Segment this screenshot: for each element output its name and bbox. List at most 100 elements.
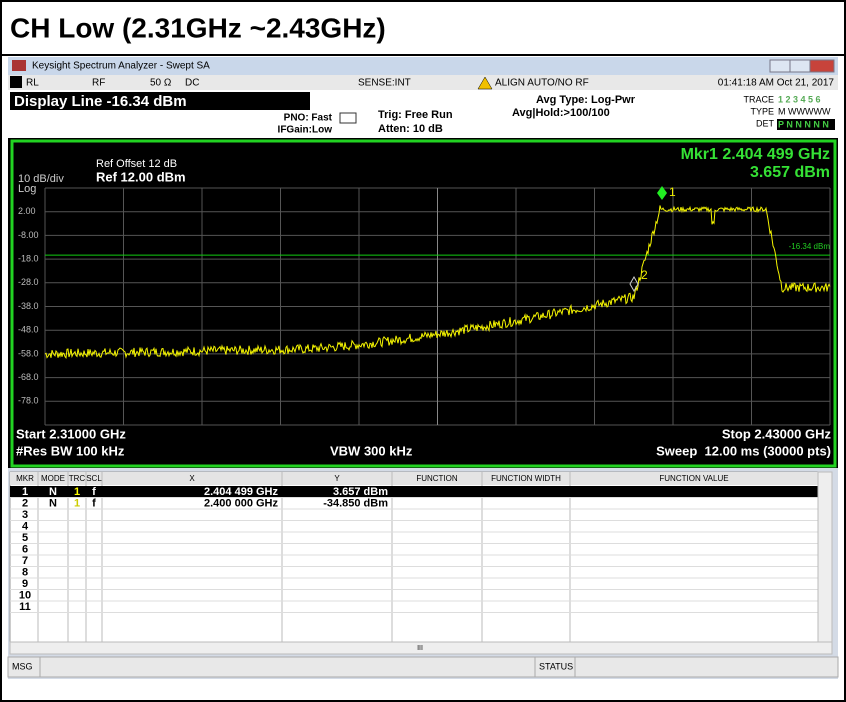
table-cell: 3 [22, 509, 28, 521]
pno: PNO: Fast [284, 113, 333, 124]
y-label: 2.00 [18, 206, 36, 216]
trace-label: TRACE [743, 94, 774, 104]
titlebar [8, 57, 838, 75]
marker-2 [629, 275, 639, 293]
trig: Trig: Free Run [378, 109, 453, 121]
warning-icon [477, 76, 493, 90]
trig-icon [339, 112, 357, 124]
table-cell: f [92, 486, 96, 498]
close[interactable] [809, 59, 835, 73]
table-cell: N [49, 498, 57, 510]
marker-1-label: 1 [669, 185, 676, 199]
marker-1 [657, 186, 667, 200]
table-cell: 7 [22, 555, 28, 567]
table-cell: 6 [22, 544, 28, 556]
marker-table [9, 471, 819, 643]
status-coupling: DC [185, 78, 199, 89]
marker-2-label: 2 [641, 268, 648, 282]
trace-nums: 1 2 3 4 5 6 [778, 94, 821, 104]
table-cell: 2.404 499 GHz [204, 486, 278, 498]
table-header-cell: MODE [41, 474, 65, 483]
table-cell: 2 [22, 498, 28, 510]
stop: Stop 2.43000 GHz [722, 426, 832, 441]
display-line-box [10, 92, 310, 110]
y-label: -68.0 [18, 372, 39, 382]
scroll-grip: III [417, 645, 423, 652]
table-header-cell: SCL [86, 474, 102, 483]
status-rf: RF [92, 78, 105, 89]
ref-level: Ref 12.00 dBm [96, 169, 186, 184]
status-row [8, 75, 838, 90]
vbw: VBW 300 kHz [330, 443, 413, 458]
y-label: -28.0 [18, 277, 39, 287]
table-cell: 11 [19, 601, 31, 613]
det-label: DET [756, 118, 775, 128]
display-line: Display Line -16.34 dBm [14, 93, 187, 110]
y-label: -8.00 [18, 230, 39, 240]
atten: Atten: 10 dB [378, 123, 443, 135]
start: Start 2.31000 GHz [16, 426, 126, 441]
app-icon [12, 60, 26, 71]
y-label: -18.0 [18, 253, 39, 263]
table-cell: 1 [74, 498, 80, 510]
graph-panel [8, 138, 838, 468]
log: Log [18, 183, 36, 195]
table-header-cell: FUNCTION VALUE [659, 474, 728, 483]
table-header-cell: FUNCTION [416, 474, 458, 483]
y-label: -58.0 [18, 348, 39, 358]
table-cell: 1 [22, 486, 28, 498]
lxi-icon [10, 76, 22, 88]
det-value: P N N N N N [778, 119, 829, 129]
rbw: #Res BW 100 kHz [16, 443, 125, 458]
selected-row [10, 486, 818, 498]
table-header-cell: TRC [69, 474, 86, 483]
ref-offset: Ref Offset 12 dB [96, 158, 177, 170]
marker-level: 3.657 dBm [750, 164, 830, 181]
table-header-cell: MKR [16, 474, 34, 483]
ifgain: IFGain:Low [278, 125, 333, 136]
status-footer [7, 656, 839, 678]
sweep: Sweep 12.00 ms (30000 pts) [656, 443, 831, 458]
table-header-cell: FUNCTION WIDTH [491, 474, 561, 483]
table-cell: -34.850 dBm [323, 498, 388, 510]
y-label: -78.0 [18, 396, 39, 406]
v-scrollbar[interactable] [817, 471, 833, 643]
table-cell: 10 [19, 590, 31, 602]
status-impedance: 50 Ω [150, 78, 172, 89]
table-header [10, 472, 818, 485]
det-box [777, 119, 835, 130]
table-header-cell: X [189, 474, 195, 483]
heading: CH Low (2.31GHz ~2.43GHz) [10, 12, 386, 43]
avg-hold: Avg|Hold:>100/100 [512, 107, 610, 119]
type-value: M WWWWW [778, 106, 831, 116]
table-cell: 1 [74, 486, 80, 498]
table-cell: 4 [22, 521, 29, 533]
display-line-label: -16.34 dBm [789, 242, 831, 251]
avg-type: Avg Type: Log-Pwr [536, 94, 636, 106]
status-align: ALIGN AUTO/NO RF [495, 78, 589, 89]
y-label: -48.0 [18, 325, 39, 335]
table-cell: 9 [22, 578, 28, 590]
graph-border [10, 139, 837, 468]
status-sense: SENSE:INT [358, 78, 411, 89]
msg: MSG [12, 661, 33, 671]
table-cell: 3.657 dBm [333, 486, 388, 498]
y-label: -38.0 [18, 301, 39, 311]
table-cell: 2.400 000 GHz [204, 498, 278, 510]
table-cell: f [92, 498, 96, 510]
type-label: TYPE [750, 106, 774, 116]
status: STATUS [539, 661, 573, 671]
scale: 10 dB/div [18, 173, 64, 185]
table-cell: N [49, 486, 57, 498]
table-header-cell: Y [334, 474, 340, 483]
minimize[interactable] [769, 59, 791, 73]
trace [44, 205, 831, 360]
table-cell: 8 [22, 567, 28, 579]
maximize[interactable] [789, 59, 811, 73]
marker-freq: Mkr1 2.404 499 GHz [681, 146, 830, 163]
h-scrollbar[interactable] [9, 641, 833, 655]
status-datetime: 01:41:18 AM Oct 21, 2017 [718, 78, 835, 89]
table-cell: 5 [22, 532, 28, 544]
window-title: Keysight Spectrum Analyzer - Swept SA [32, 61, 210, 72]
